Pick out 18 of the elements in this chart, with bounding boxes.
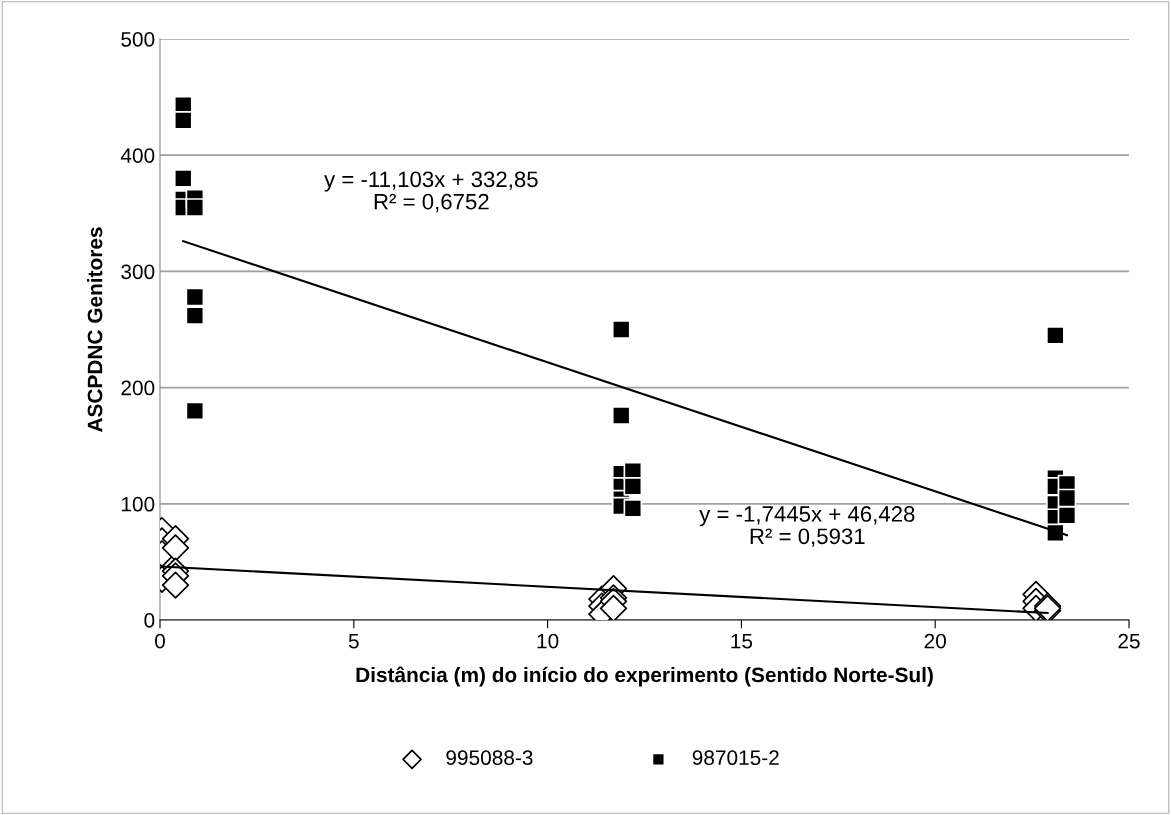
y-axis-title: ASCPDNC Genitores (87, 227, 103, 433)
annotation: y = -11,103x + 332,85 R² = 0,6752 (324, 171, 538, 213)
x-tick-label: 25 (1118, 633, 1140, 649)
x-axis-title: Distância (m) do início do experimento (Sentido Norte-Sul) (356, 666, 933, 687)
legend-label: 987015-2 (692, 750, 779, 766)
legend-label: 995088-3 (446, 750, 533, 766)
y-tick-label: 500 (121, 32, 155, 47)
x-tick-label: 5 (348, 633, 359, 649)
x-tick-label: 15 (731, 633, 753, 649)
x-tick-label: 10 (537, 633, 559, 649)
y-tick-label: 200 (121, 380, 155, 396)
y-tick-label: 400 (120, 148, 155, 163)
x-tick-label: 20 (924, 633, 946, 649)
y-tick-label: 300 (121, 264, 155, 280)
y-tick-label: 100 (121, 496, 155, 512)
annotation: y = -1,7445x + 46,428 R² = 0,5931 (699, 506, 915, 547)
y-tick-label: 0 (144, 613, 155, 628)
x-tick-label: 0 (155, 633, 165, 649)
